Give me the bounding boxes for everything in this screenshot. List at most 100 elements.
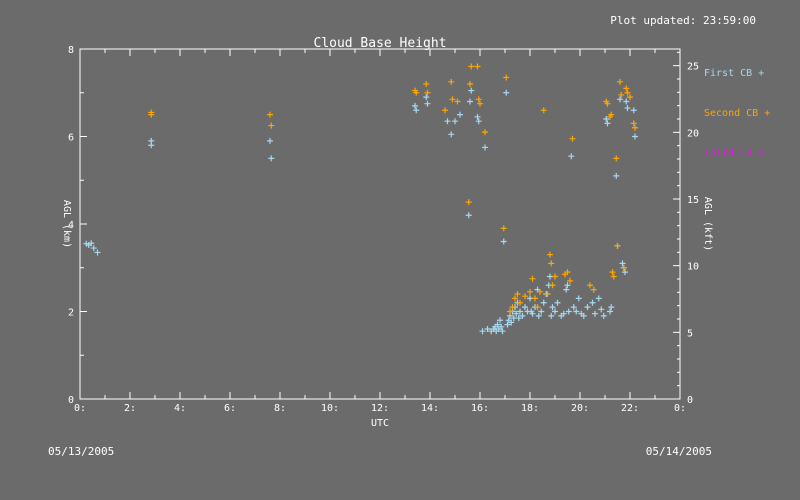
data-point [548,260,555,267]
data-point [267,137,273,144]
data-point [564,282,571,289]
data-point [148,142,155,149]
data-point [590,286,597,293]
data-point [519,312,526,319]
y2-tick-label: 0 [687,395,693,406]
data-point [622,269,628,276]
data-point [497,317,503,324]
data-point [500,238,507,245]
data-point [614,242,621,249]
data-point [498,323,505,330]
data-point [482,129,488,136]
x-axis-label: UTC [371,418,389,429]
y2-tick-label: 5 [687,328,693,339]
data-point [468,87,475,94]
data-point [474,63,481,70]
data-point [504,321,511,328]
y-axis-right: 0 5 10 15 20 25 [673,51,699,406]
x-tick-label: 10: [321,403,339,414]
data-point [598,306,605,313]
data-point [503,74,510,81]
data-point [563,286,570,293]
data-point [527,288,533,295]
data-point [575,295,582,302]
data-point [465,199,472,206]
data-point [268,122,275,129]
data-point [552,308,558,315]
data-point [623,85,630,92]
x-tick-label: 0: [74,403,86,414]
data-point [567,277,573,284]
data-point [613,172,620,179]
data-point [573,308,580,315]
data-point [617,78,623,85]
data-point [547,251,553,258]
data-point [477,100,483,107]
data-point [544,291,551,297]
data-point [503,89,510,96]
data-point [423,81,430,87]
data-point [609,269,616,276]
data-point [457,111,463,118]
data-point [513,310,520,317]
data-point [565,308,572,315]
data-point [624,105,631,112]
data-point [603,116,610,122]
data-point [613,155,620,162]
data-point [620,264,627,271]
x-tick-label: 20: [571,403,589,414]
data-point [522,293,528,300]
data-point [499,328,506,335]
date-right: 05/14/2005 [645,445,712,458]
data-point [549,304,556,311]
data-point [467,81,473,87]
y2-tick-label: 25 [687,62,699,73]
data-point [94,249,101,256]
series-layer [83,63,638,335]
data-point [467,98,473,105]
date-left: 05/13/2005 [48,445,115,458]
data-point [444,118,451,125]
data-point [412,102,418,109]
data-point [534,304,541,311]
data-point [592,310,598,317]
data-point [618,91,625,98]
data-point [624,89,631,96]
data-point [529,310,536,317]
data-point [475,96,482,103]
data-point [532,295,538,302]
data-point [554,299,561,306]
data-point [452,118,458,125]
plot-updated-label: Plot updated: 23:59:00 [610,14,756,27]
x-tick-label: 18: [521,403,539,414]
data-point [479,328,486,335]
data-point [514,291,521,297]
data-point [570,304,577,311]
y-axis-label: AGL (km) [61,200,72,248]
data-point [568,153,575,160]
data-point [552,273,558,280]
data-point [515,315,522,322]
y-tick-label: 4 [68,220,74,231]
data-point [589,299,596,306]
data-point [423,94,430,101]
data-point [509,304,516,311]
data-point [608,111,615,118]
y2-axis-label: AGL (kft) [702,197,713,251]
y2-tick-label: 20 [687,128,699,139]
legend-entry: Third CB + [704,148,764,159]
data-point [584,304,591,311]
data-point [569,135,576,142]
x-tick-label: 4: [174,403,186,414]
data-point [268,155,275,162]
data-point [454,98,461,105]
y-tick-label: 0 [68,395,74,406]
data-point [413,89,420,96]
data-point [424,89,431,96]
x-tick-label: 14: [421,403,439,414]
data-point [632,124,638,131]
data-point [607,308,613,315]
x-tick-label: 0: [674,403,686,414]
series-1 [83,87,638,335]
x-axis: 0: 2: 4: 6: 8: 10: 12: 14: 16: 18: 20: 22: 0: [74,49,686,414]
